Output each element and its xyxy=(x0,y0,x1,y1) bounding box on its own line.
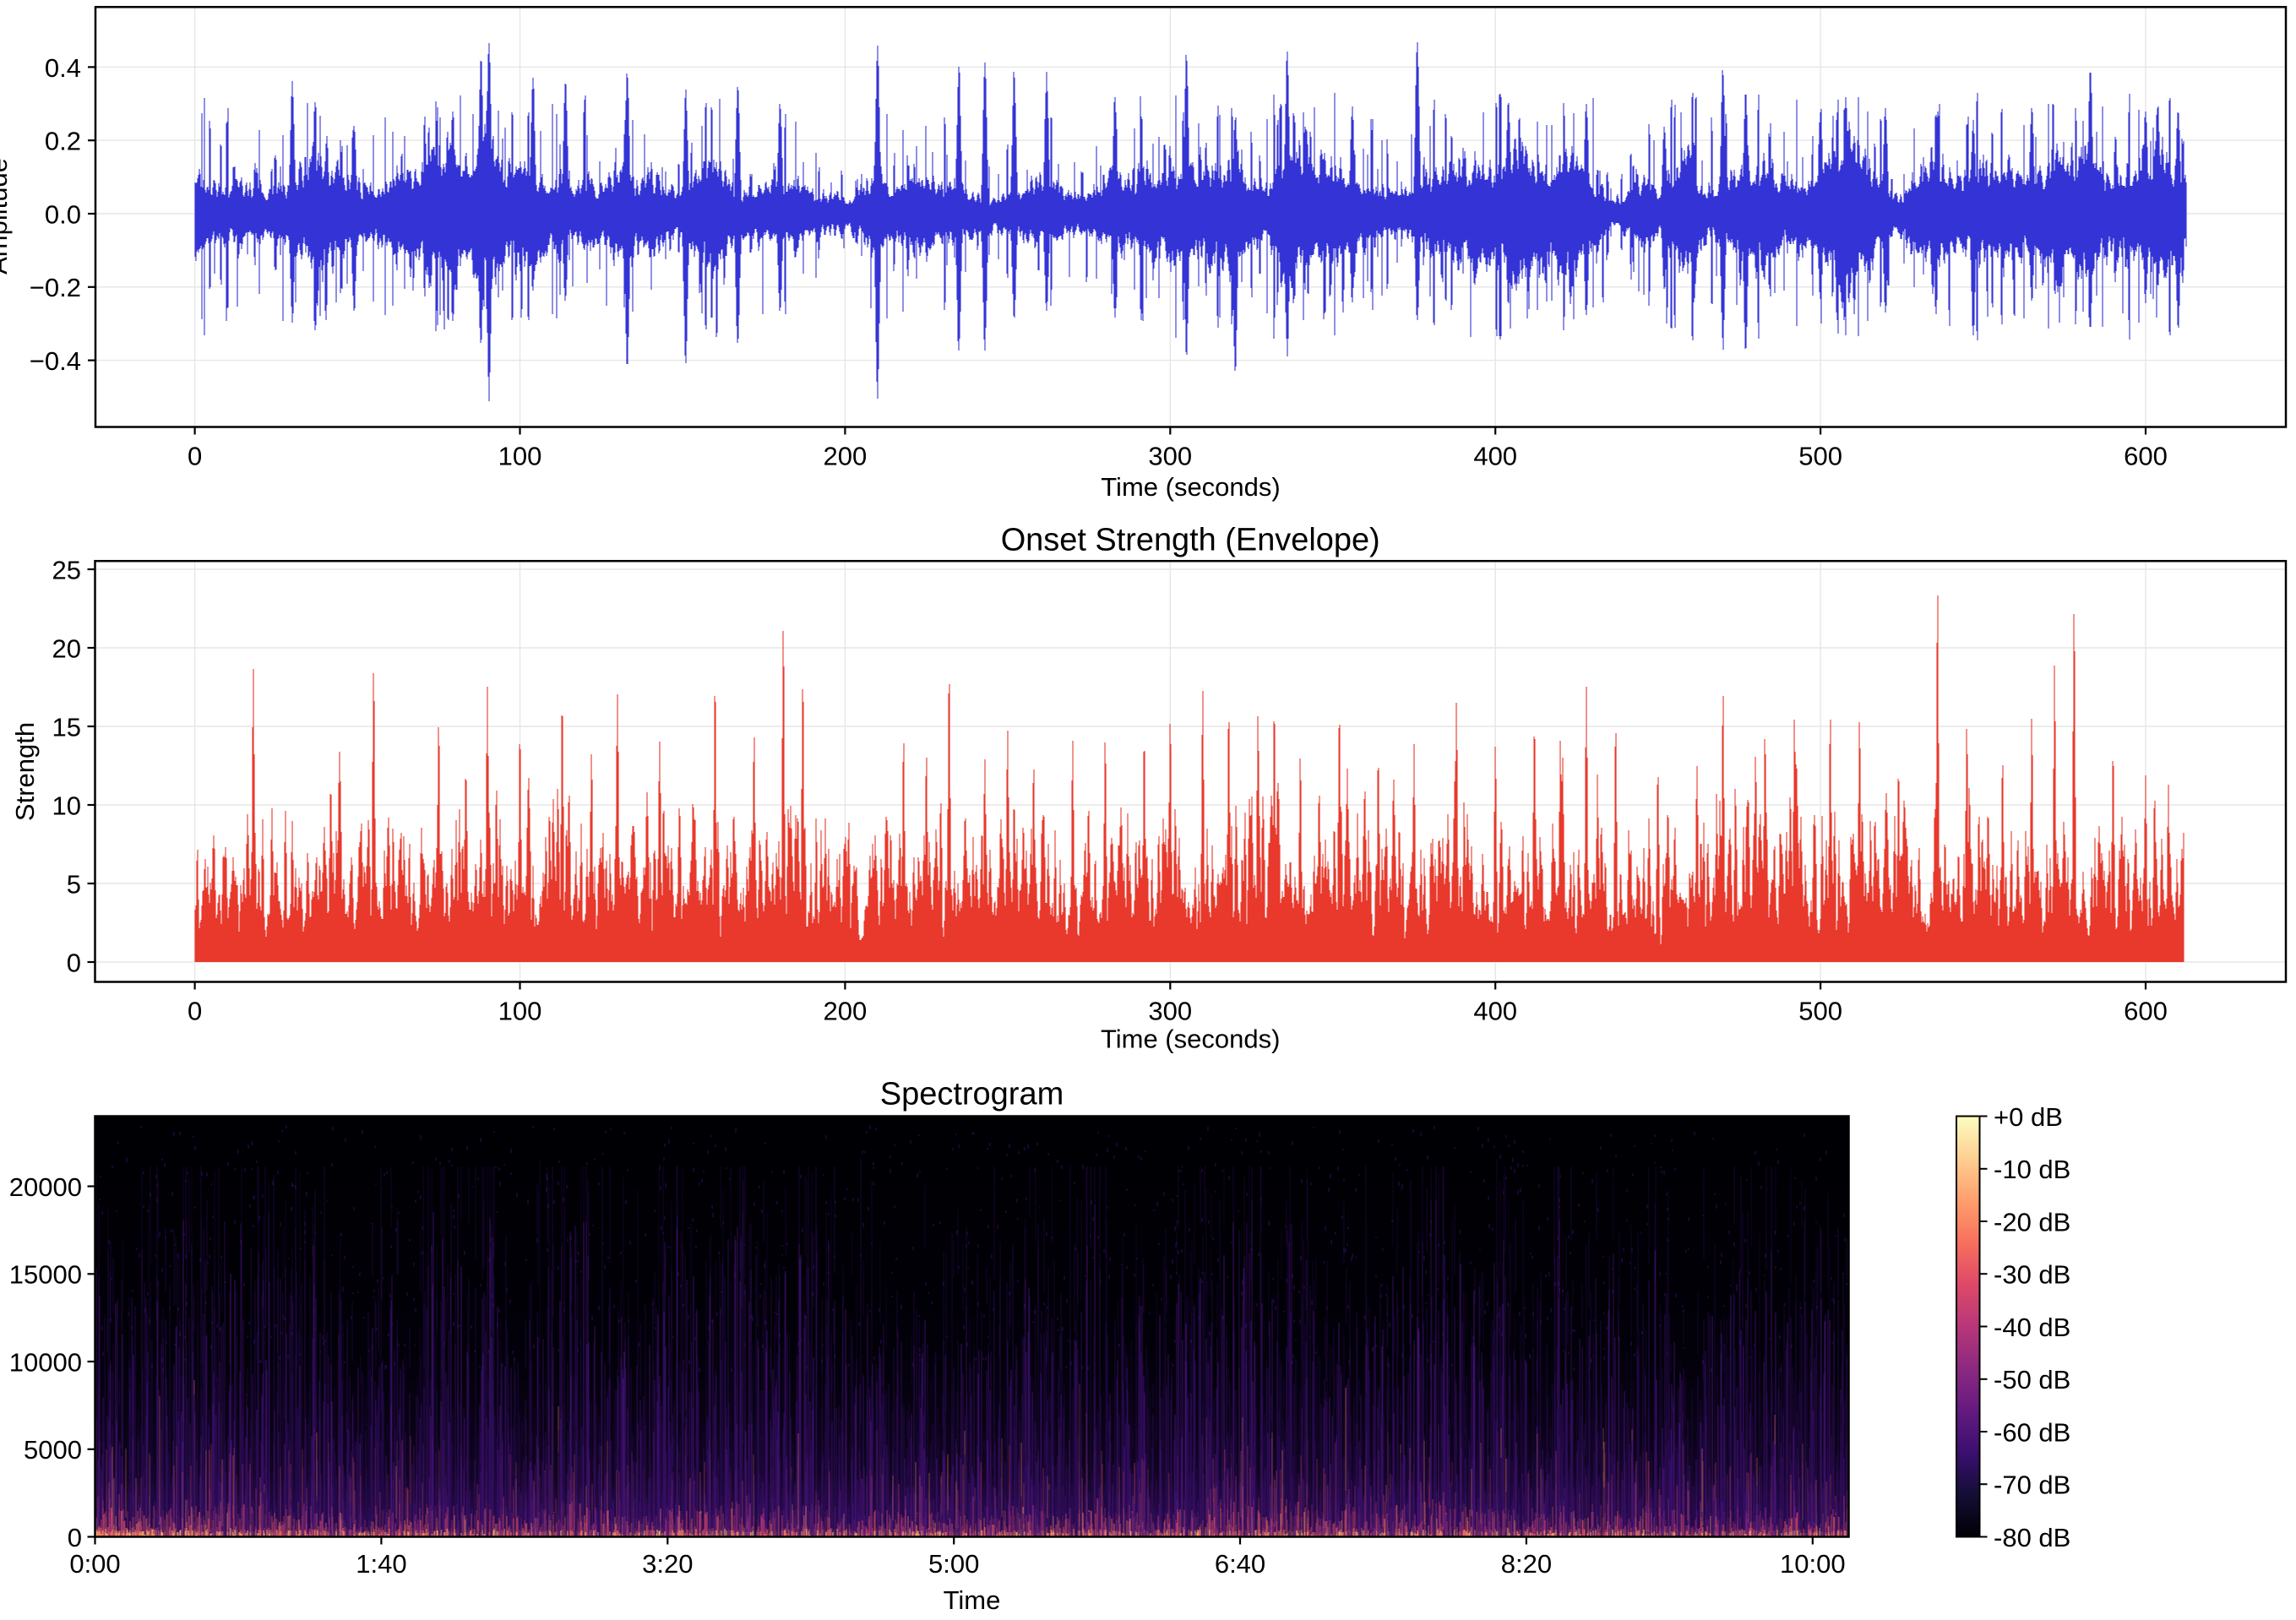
svg-text:0: 0 xyxy=(188,442,202,471)
svg-text:0:00: 0:00 xyxy=(69,1549,120,1579)
svg-text:20000: 20000 xyxy=(9,1172,82,1202)
svg-text:−0.2: −0.2 xyxy=(30,273,81,302)
svg-text:25: 25 xyxy=(52,555,81,584)
svg-text:400: 400 xyxy=(1473,997,1517,1026)
svg-text:3:20: 3:20 xyxy=(642,1549,693,1579)
svg-text:500: 500 xyxy=(1798,442,1842,471)
svg-text:200: 200 xyxy=(824,442,868,471)
svg-text:Time: Time xyxy=(944,1585,1001,1615)
svg-text:0.0: 0.0 xyxy=(45,199,81,229)
svg-text:10000: 10000 xyxy=(9,1347,82,1377)
svg-text:600: 600 xyxy=(2124,442,2168,471)
svg-text:10:00: 10:00 xyxy=(1780,1549,1846,1579)
svg-text:5: 5 xyxy=(67,869,81,899)
svg-text:−0.4: −0.4 xyxy=(30,346,81,376)
svg-text:5000: 5000 xyxy=(24,1435,82,1465)
svg-text:200: 200 xyxy=(824,997,868,1026)
svg-text:-20 dB: -20 dB xyxy=(1994,1207,2070,1237)
svg-text:100: 100 xyxy=(498,442,542,471)
svg-text:-70 dB: -70 dB xyxy=(1994,1471,2070,1500)
svg-text:600: 600 xyxy=(2124,997,2168,1026)
svg-text:6:40: 6:40 xyxy=(1215,1549,1265,1579)
svg-text:15: 15 xyxy=(52,712,81,742)
svg-text:-80 dB: -80 dB xyxy=(1994,1523,2070,1552)
svg-text:Onset Strength (Envelope): Onset Strength (Envelope) xyxy=(1001,523,1380,558)
svg-text:0.2: 0.2 xyxy=(45,127,81,156)
svg-text:-30 dB: -30 dB xyxy=(1994,1260,2070,1290)
svg-text:0: 0 xyxy=(188,997,202,1026)
svg-text:15000: 15000 xyxy=(9,1260,82,1290)
svg-text:-60 dB: -60 dB xyxy=(1994,1417,2070,1447)
svg-text:500: 500 xyxy=(1798,997,1842,1026)
svg-text:20: 20 xyxy=(52,633,81,663)
svg-text:0.4: 0.4 xyxy=(45,53,81,83)
svg-text:0: 0 xyxy=(67,948,81,977)
svg-text:0: 0 xyxy=(68,1523,82,1552)
svg-text:10: 10 xyxy=(52,791,81,820)
svg-text:400: 400 xyxy=(1473,442,1517,471)
svg-text:100: 100 xyxy=(498,997,542,1026)
svg-text:Amplitude: Amplitude xyxy=(0,158,13,275)
svg-text:Strength: Strength xyxy=(10,722,40,821)
svg-text:8:20: 8:20 xyxy=(1501,1549,1552,1579)
svg-text:1:40: 1:40 xyxy=(356,1549,406,1579)
svg-text:300: 300 xyxy=(1148,442,1192,471)
svg-text:Time (seconds): Time (seconds) xyxy=(1101,472,1280,502)
svg-text:+0 dB: +0 dB xyxy=(1994,1102,2063,1132)
svg-text:-50 dB: -50 dB xyxy=(1994,1365,2070,1394)
svg-text:300: 300 xyxy=(1148,997,1192,1026)
svg-text:5:00: 5:00 xyxy=(928,1549,979,1579)
svg-text:Time (seconds): Time (seconds) xyxy=(1101,1025,1280,1054)
svg-text:-10 dB: -10 dB xyxy=(1994,1155,2070,1184)
svg-text:-40 dB: -40 dB xyxy=(1994,1313,2070,1342)
svg-text:Spectrogram: Spectrogram xyxy=(880,1077,1064,1112)
